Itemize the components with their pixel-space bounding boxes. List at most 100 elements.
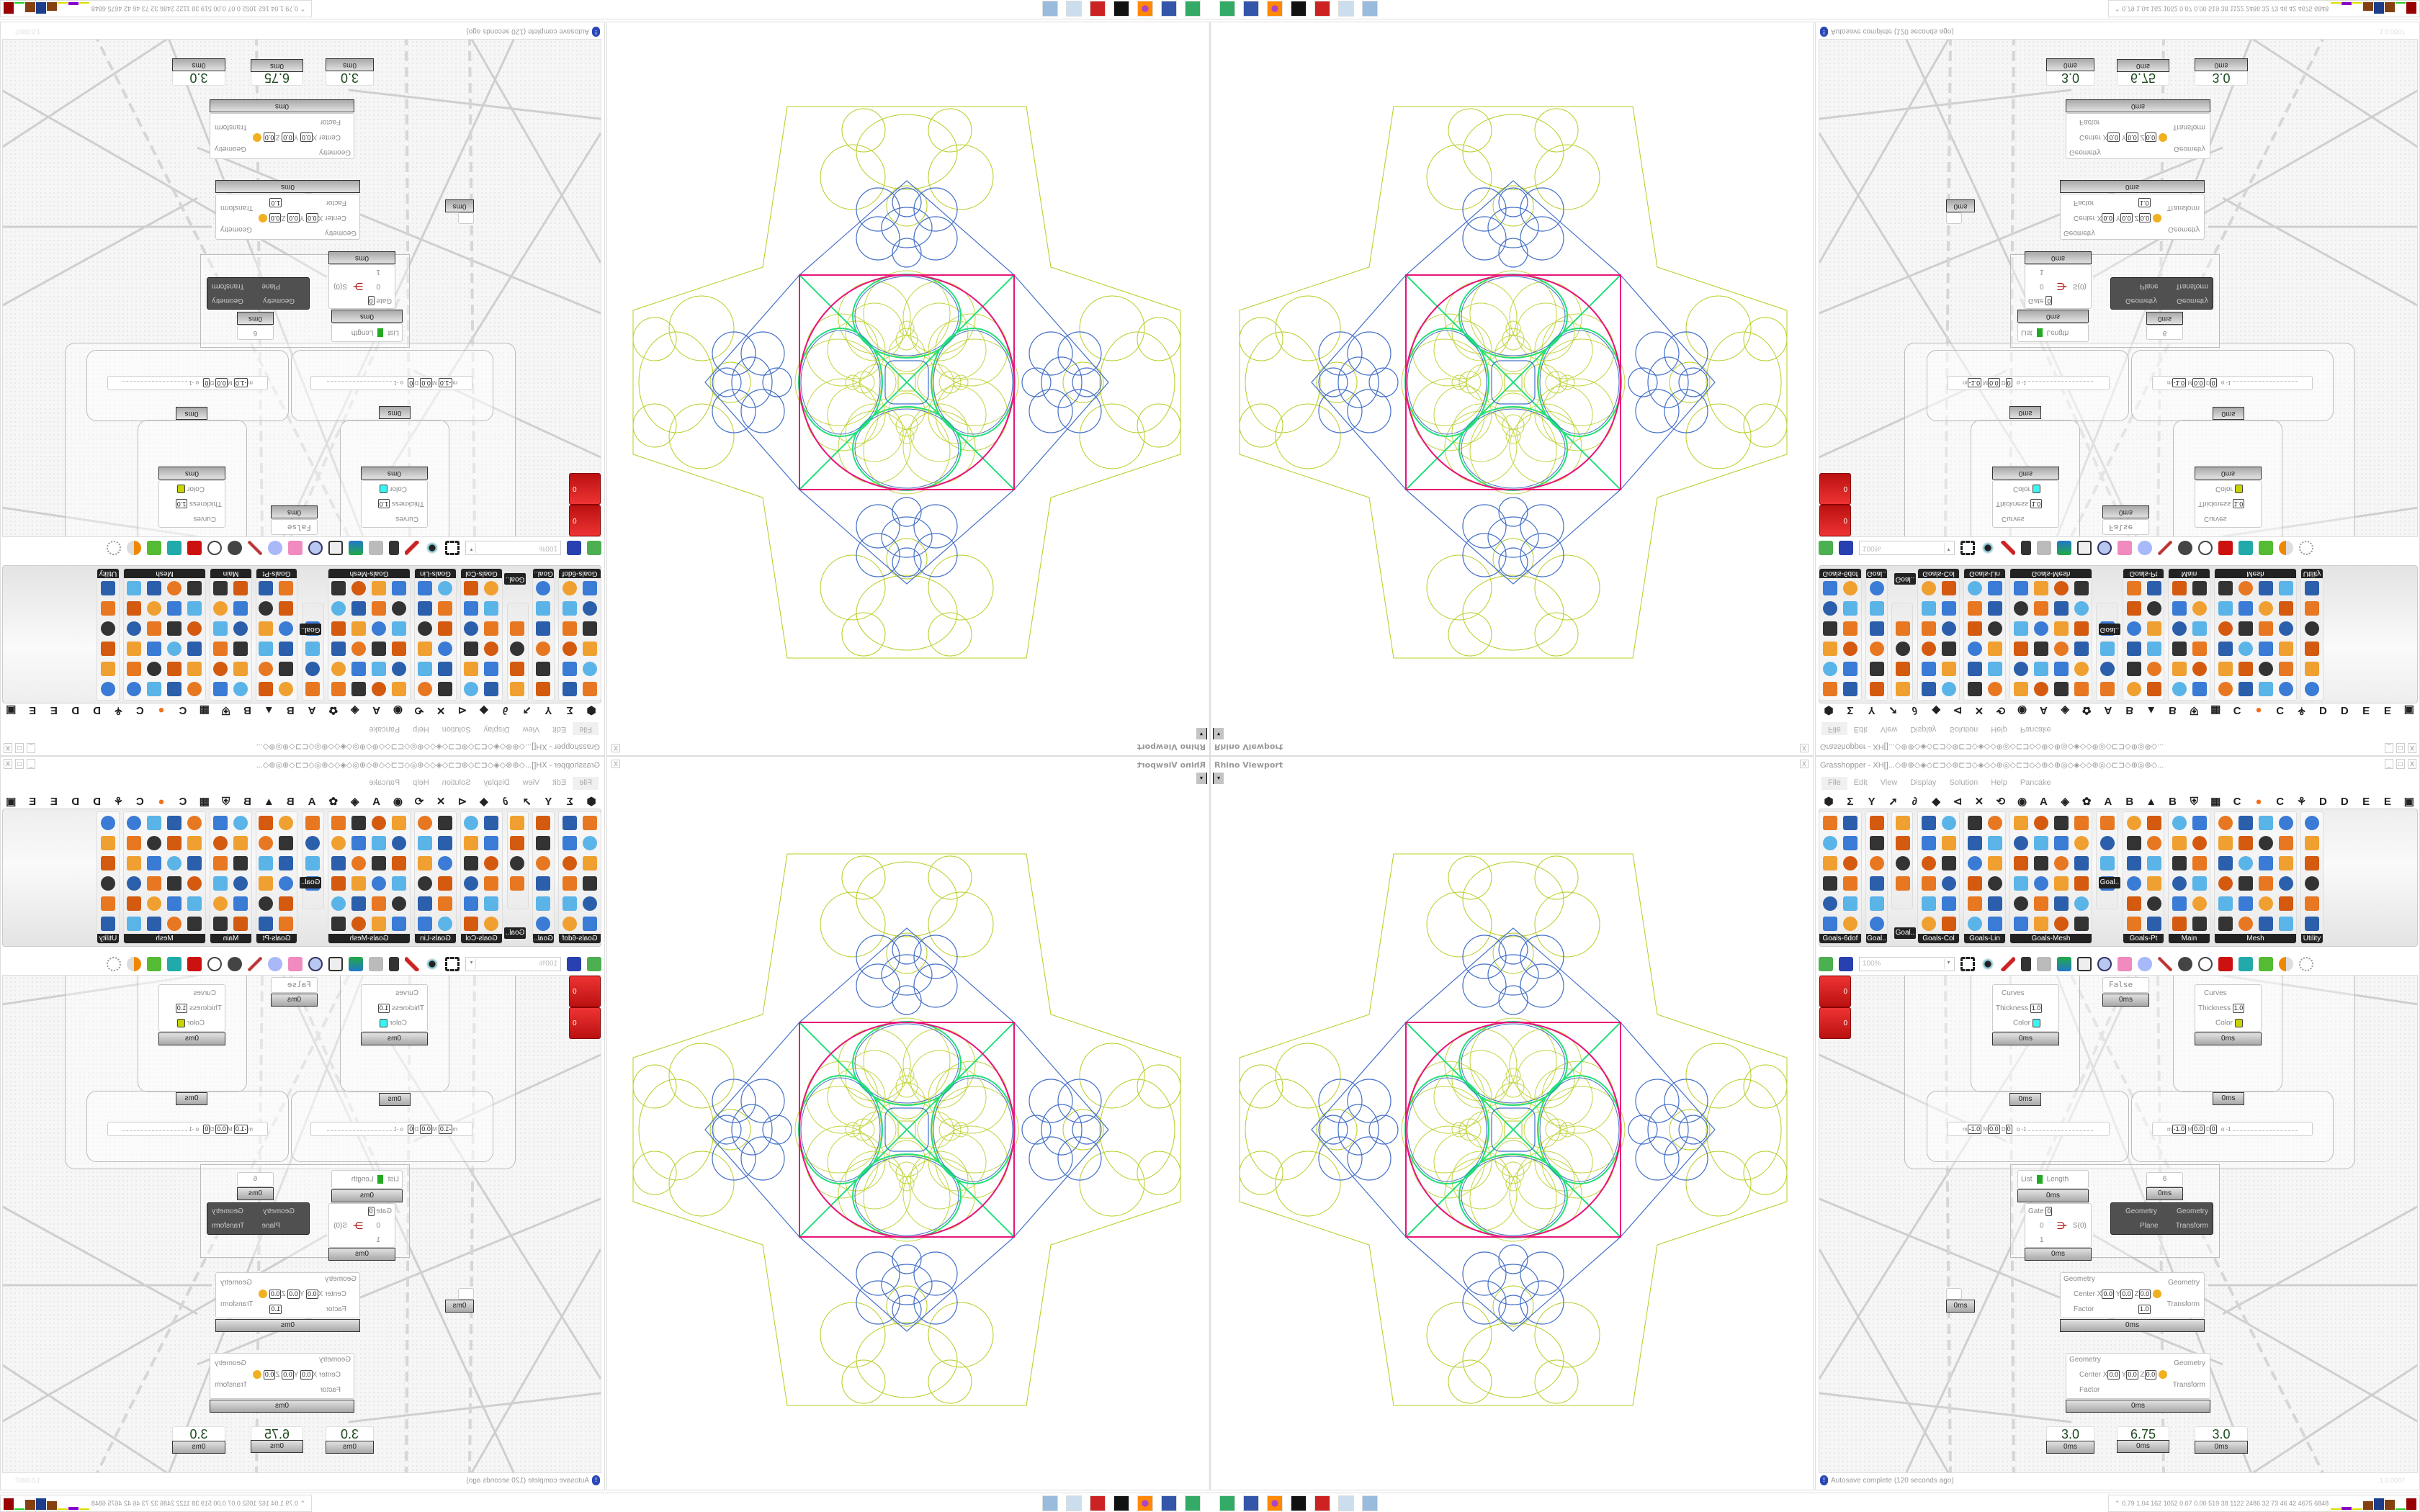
component-icon[interactable]	[2238, 581, 2253, 595]
slider-mid[interactable]: 0.0	[420, 1125, 432, 1134]
slider-decimals[interactable]: 0	[2005, 1125, 2012, 1134]
component-icon[interactable]	[259, 601, 273, 616]
component-icon[interactable]	[372, 581, 386, 595]
panel-label[interactable]: Goals-Lin	[1964, 569, 2005, 578]
component-icon[interactable]	[2238, 836, 2253, 850]
component-icon[interactable]	[331, 601, 346, 616]
zoom-input[interactable]: 100% ▾	[465, 957, 561, 971]
category-tab[interactable]: ⛨	[222, 795, 230, 808]
component-icon[interactable]	[1823, 896, 1837, 911]
component-icon[interactable]	[147, 896, 161, 911]
component-icon[interactable]	[484, 896, 498, 911]
component-icon[interactable]	[563, 581, 577, 595]
category-tab[interactable]: A	[2040, 704, 2048, 717]
preview-wire-icon[interactable]	[207, 957, 222, 971]
slider-min[interactable]: -1.0	[233, 1125, 248, 1134]
component-icon[interactable]	[464, 581, 478, 595]
component-icon[interactable]	[438, 581, 452, 595]
menu-view[interactable]: View	[1880, 725, 1898, 734]
component-icon[interactable]	[418, 642, 432, 656]
component-icon[interactable]	[2034, 816, 2048, 830]
component-icon[interactable]	[1896, 836, 1910, 850]
number-panel[interactable]: 3.0	[172, 71, 225, 86]
component-icon[interactable]	[438, 621, 452, 636]
chevron-down-icon[interactable]: ▾	[467, 959, 476, 969]
category-tab[interactable]: ●	[158, 795, 165, 808]
preview-shaded-icon[interactable]	[228, 957, 242, 971]
chevron-down-icon[interactable]: ▾	[1944, 543, 1953, 553]
component-icon[interactable]	[583, 836, 597, 850]
category-tab[interactable]: C	[179, 795, 187, 808]
component-icon[interactable]	[1896, 682, 1910, 696]
category-tab[interactable]: E	[2383, 704, 2391, 717]
preview-eye-icon[interactable]	[1981, 541, 1995, 555]
component-icon[interactable]	[536, 856, 550, 870]
gear-app-icon[interactable]	[1314, 1, 1330, 17]
component-icon[interactable]	[392, 836, 406, 850]
category-tab[interactable]: ◆	[480, 704, 488, 716]
component-icon[interactable]	[563, 856, 577, 870]
custom-preview-component[interactable]: Curves Thickness 1.0 Color	[361, 984, 428, 1032]
category-tab[interactable]: ⬢	[586, 796, 596, 808]
component-icon[interactable]	[1823, 581, 1837, 595]
component-icon[interactable]	[1896, 662, 1910, 676]
component-icon[interactable]	[1823, 642, 1837, 656]
category-tab[interactable]: D	[2318, 795, 2327, 808]
component-icon[interactable]	[259, 856, 273, 870]
component-icon[interactable]	[1870, 581, 1884, 595]
component-icon[interactable]	[2127, 682, 2141, 696]
slider-track[interactable]	[2232, 381, 2298, 382]
component-icon[interactable]	[213, 621, 228, 636]
panel-label[interactable]: Main	[210, 934, 251, 943]
component-icon[interactable]	[187, 896, 202, 911]
component-icon[interactable]	[1942, 836, 1956, 850]
category-tab[interactable]: ⚘	[2296, 704, 2307, 716]
component-icon[interactable]	[2014, 917, 2028, 931]
component-icon[interactable]	[1968, 581, 1982, 595]
category-tab[interactable]: ➚	[522, 704, 532, 716]
component-icon[interactable]	[305, 856, 320, 870]
category-tab[interactable]: ▣	[2403, 704, 2414, 716]
component-icon[interactable]	[1896, 621, 1910, 636]
category-tab[interactable]: D	[2340, 795, 2349, 808]
menu-help[interactable]: Help	[413, 778, 429, 787]
component-icon[interactable]	[1922, 816, 1936, 830]
grasshopper-canvas[interactable]: Curves Thickness 1.0 Color 0ms Curves Th…	[2, 975, 601, 1473]
menu-display[interactable]: Display	[483, 725, 510, 734]
category-tab[interactable]: ◉	[393, 796, 403, 808]
slider-decimals[interactable]: 0	[2005, 378, 2012, 387]
component-icon[interactable]	[213, 642, 228, 656]
component-icon[interactable]	[2034, 601, 2048, 616]
component-icon[interactable]	[127, 581, 141, 595]
component-icon[interactable]	[351, 642, 366, 656]
component-icon[interactable]	[392, 816, 406, 830]
component-icon[interactable]	[1843, 581, 1857, 595]
component-icon[interactable]	[1922, 896, 1936, 911]
category-tab[interactable]: ▲	[263, 795, 274, 808]
gha-icon[interactable]	[2057, 541, 2071, 555]
category-tab[interactable]: ∂	[502, 704, 508, 717]
calculator-icon[interactable]	[1042, 1, 1058, 17]
wires-icon[interactable]	[2158, 957, 2172, 971]
category-tab[interactable]: Y	[1868, 795, 1876, 808]
custom-preview-component[interactable]: Curves Thickness 1.0 Color	[158, 984, 225, 1032]
component-icon[interactable]	[1870, 601, 1884, 616]
component-icon[interactable]	[1823, 836, 1837, 850]
menu-pancake[interactable]: Pancake	[369, 725, 400, 734]
component-icon[interactable]	[1870, 836, 1884, 850]
component-icon[interactable]	[2238, 621, 2253, 636]
package-icon[interactable]	[2118, 957, 2132, 971]
component-icon[interactable]	[2172, 621, 2187, 636]
panel-label[interactable]: Main	[210, 569, 251, 578]
viewport-close-button[interactable]: X	[1800, 760, 1809, 768]
category-tab[interactable]: C	[2276, 704, 2285, 717]
component-icon[interactable]	[2305, 896, 2319, 911]
component-icon[interactable]	[2279, 601, 2293, 616]
grasshopper-canvas[interactable]: Curves Thickness 1.0 Color 0ms Curves Th…	[1819, 39, 2418, 537]
save-icon[interactable]	[567, 541, 581, 555]
component-icon[interactable]	[2192, 662, 2207, 676]
component-icon[interactable]	[147, 662, 161, 676]
component-icon[interactable]	[2259, 896, 2273, 911]
